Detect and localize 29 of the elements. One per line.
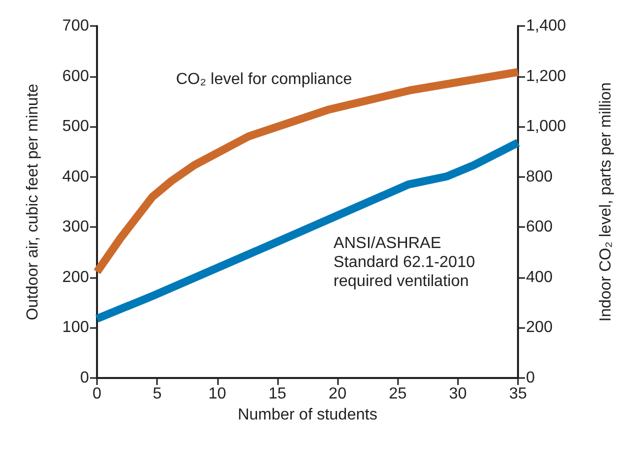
y2-tick-label: 1,000	[526, 118, 566, 136]
y2-tick-label: 400	[526, 268, 553, 286]
x-tick-label: 5	[152, 386, 162, 402]
y2-tick-label: 0	[526, 370, 535, 386]
y-tick-label: 400	[62, 168, 90, 186]
y2-tick-label: 1,400	[526, 18, 566, 34]
y-tick-label: 700	[62, 18, 90, 34]
y2-tick-label: 1,200	[526, 68, 566, 85]
y-tick-label: 300	[62, 218, 90, 236]
y2-tick-label: 800	[526, 168, 553, 186]
y-tick-label: 100	[62, 319, 90, 336]
y-tick-label: 200	[62, 268, 90, 286]
x-tick-label: 10	[208, 386, 226, 402]
y2-tick-label: 200	[526, 319, 553, 336]
y2-axis-title: Indoor CO₂ level, parts per million	[598, 82, 614, 322]
series-label: CO₂ level for compliance	[176, 71, 352, 88]
x-tick-label: 20	[328, 386, 347, 402]
x-tick-label: 25	[388, 386, 407, 402]
series-label: ANSI/ASHRAE Standard 62.1-2010 required ventilation	[334, 235, 476, 290]
x-tick-label: 35	[509, 386, 527, 402]
y-axis-title: Outdoor air, cubic feet per minute	[24, 84, 42, 320]
y2-tick-label: 600	[526, 218, 553, 236]
x-tick-label: 0	[92, 386, 102, 402]
y-tick-label: 0	[80, 370, 90, 386]
x-axis-title: Number of students	[238, 406, 378, 424]
y-tick-label: 600	[62, 68, 90, 85]
y-tick-label: 500	[62, 118, 90, 136]
x-tick-label: 30	[448, 386, 467, 402]
x-tick-label: 15	[268, 386, 286, 402]
